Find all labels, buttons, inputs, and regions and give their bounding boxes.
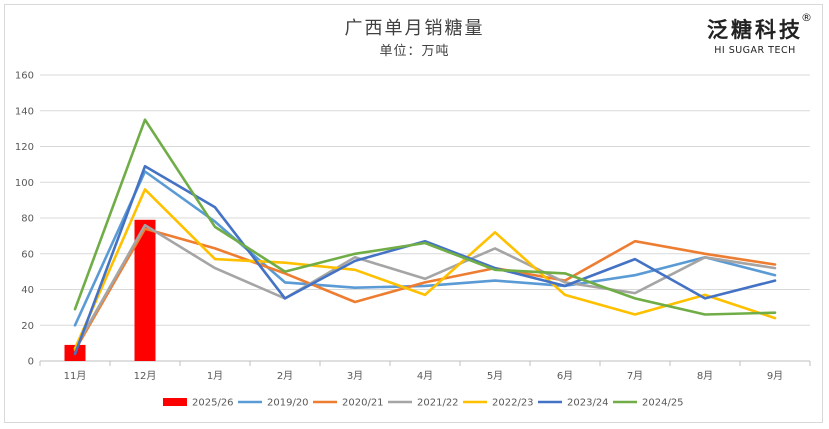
series-line-2020-21 xyxy=(73,227,777,352)
chart-subtitle: 单位：万吨 xyxy=(379,44,450,59)
x-tick-label: 9月 xyxy=(767,370,783,382)
series-line-2019-20 xyxy=(73,170,777,327)
series-line-2021-22 xyxy=(73,223,777,350)
legend-label: 2024/25 xyxy=(642,398,684,409)
y-tick-label: 140 xyxy=(15,106,34,117)
registered-mark: ® xyxy=(801,11,812,24)
y-tick-label: 60 xyxy=(21,249,34,260)
x-tick-label: 4月 xyxy=(417,370,433,382)
y-tick-label: 160 xyxy=(15,71,34,82)
logo-name-cn: 泛糖科技 xyxy=(707,18,803,42)
series-line-2024-25 xyxy=(73,118,777,316)
legend-label: 2020/21 xyxy=(342,398,384,409)
series-line-2022-23 xyxy=(73,188,777,350)
chart-title: 广西单月销糖量 xyxy=(344,18,485,39)
legend-label: 2023/24 xyxy=(567,398,609,409)
bar-2025-26 xyxy=(134,219,156,361)
series-line-2023-24 xyxy=(73,164,777,356)
legend-label: 2019/20 xyxy=(267,398,309,409)
logo-name-en: HI SUGAR TECH xyxy=(714,45,796,56)
chart-frame xyxy=(4,4,823,423)
y-tick-label: 100 xyxy=(15,178,34,189)
x-tick-label: 1月 xyxy=(207,370,223,382)
x-tick-label: 2月 xyxy=(277,370,293,382)
x-tick-label: 8月 xyxy=(697,370,713,382)
x-tick-label: 12月 xyxy=(134,370,157,382)
y-tick-label: 120 xyxy=(15,142,34,153)
x-tick-label: 11月 xyxy=(64,370,87,382)
legend-label: 2025/26 xyxy=(192,398,234,409)
x-tick-label: 3月 xyxy=(347,370,363,382)
y-tick-label: 0 xyxy=(28,357,34,368)
legend-label: 2021/22 xyxy=(417,398,459,409)
x-tick-label: 7月 xyxy=(627,370,643,382)
y-tick-label: 80 xyxy=(21,214,34,225)
y-tick-label: 20 xyxy=(21,321,34,332)
y-tick-label: 40 xyxy=(21,285,34,296)
legend-label: 2022/23 xyxy=(492,398,534,409)
x-tick-label: 5月 xyxy=(487,370,503,382)
legend-swatch-bar xyxy=(163,398,187,406)
brand-logo: 泛糖科技 HI SUGAR TECH ® xyxy=(700,11,812,56)
x-tick-label: 6月 xyxy=(557,370,573,382)
